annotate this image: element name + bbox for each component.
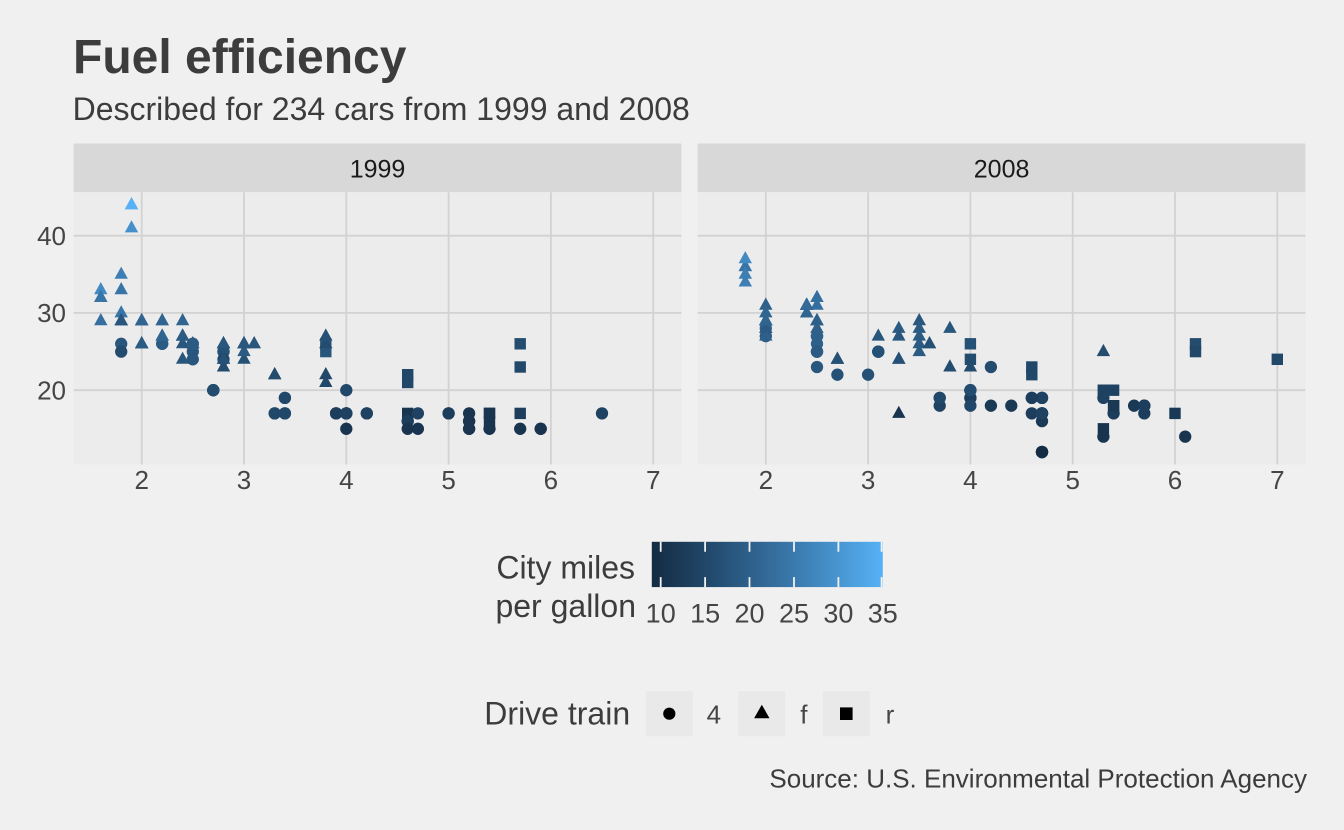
svg-text:6: 6: [1168, 465, 1182, 495]
svg-text:6: 6: [544, 465, 558, 495]
svg-text:Source: U.S. Environmental Pro: Source: U.S. Environmental Protection Ag…: [769, 764, 1307, 794]
svg-text:r: r: [886, 699, 895, 729]
svg-text:4: 4: [339, 465, 353, 495]
svg-text:5: 5: [1065, 465, 1079, 495]
svg-text:Described for 234 cars from 19: Described for 234 cars from 1999 and 200…: [73, 91, 690, 127]
svg-text:2008: 2008: [974, 156, 1030, 184]
svg-text:40: 40: [37, 221, 66, 251]
svg-text:7: 7: [1270, 465, 1284, 495]
svg-text:4: 4: [963, 465, 977, 495]
svg-text:3: 3: [861, 465, 875, 495]
svg-text:20: 20: [734, 599, 764, 629]
svg-text:3: 3: [237, 465, 251, 495]
svg-text:f: f: [800, 699, 808, 729]
svg-text:per gallon: per gallon: [495, 588, 636, 624]
svg-text:Fuel efficiency: Fuel efficiency: [73, 31, 407, 84]
svg-text:2: 2: [134, 465, 148, 495]
svg-text:4: 4: [707, 699, 721, 729]
svg-text:35: 35: [868, 599, 898, 629]
svg-text:City miles: City miles: [496, 550, 635, 586]
svg-text:10: 10: [646, 599, 676, 629]
svg-text:30: 30: [823, 599, 853, 629]
svg-text:7: 7: [646, 465, 660, 495]
svg-text:15: 15: [690, 599, 720, 629]
svg-text:5: 5: [441, 465, 455, 495]
svg-text:30: 30: [37, 298, 66, 328]
svg-text:1999: 1999: [350, 156, 406, 184]
svg-text:20: 20: [37, 375, 66, 405]
svg-text:25: 25: [779, 599, 809, 629]
svg-text:Drive train: Drive train: [484, 696, 630, 732]
svg-text:2: 2: [759, 465, 773, 495]
